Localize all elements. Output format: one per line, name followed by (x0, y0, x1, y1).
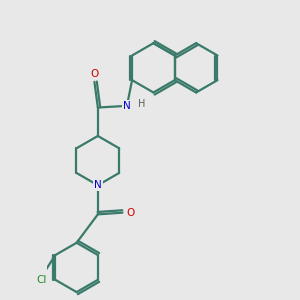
Text: Cl: Cl (36, 275, 47, 285)
Text: N: N (123, 101, 131, 111)
Text: H: H (138, 99, 145, 109)
Text: O: O (126, 208, 134, 218)
Text: O: O (90, 69, 98, 79)
Text: N: N (94, 180, 102, 190)
